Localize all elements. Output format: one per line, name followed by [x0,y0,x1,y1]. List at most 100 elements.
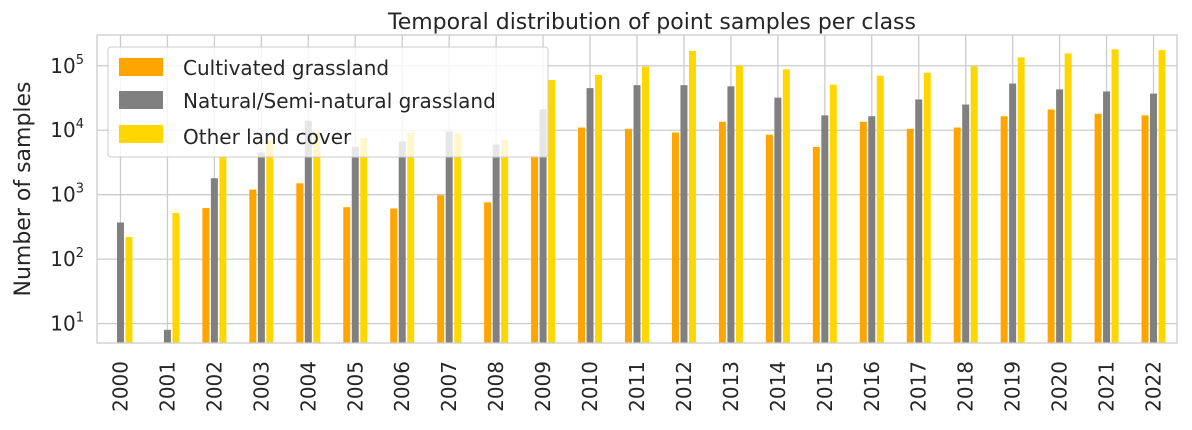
x-tick-label: 2001 [155,361,179,412]
y-tick-label: 105 [50,53,84,78]
bar [718,121,726,343]
x-tick-label: 2010 [578,361,602,412]
bar [876,75,884,343]
bar [1158,50,1166,343]
y-tick-label: 104 [50,117,84,142]
bar [1017,57,1025,344]
x-tick-label: 2008 [484,361,508,412]
bar [868,116,876,343]
bar [343,207,351,343]
bar [735,65,743,343]
legend-swatch-cultivated [119,58,163,76]
y-tick-label: 102 [50,246,84,271]
x-tick-label: 2007 [437,361,461,412]
bar [1009,83,1017,343]
legend: Cultivated grassland Natural/Semi-natura… [107,46,549,158]
x-tick-label: 2002 [202,361,226,412]
x-tick-label: 2019 [1001,361,1025,412]
x-tick-label: 2005 [343,361,367,412]
bar [492,144,500,343]
bar [642,66,649,343]
bar [210,178,218,343]
bar [586,88,594,343]
x-tick-label: 2003 [249,361,273,412]
x-tick-label: 2020 [1048,361,1072,412]
bar [313,131,321,343]
bar [1064,53,1072,343]
bar [437,195,445,343]
bar [727,86,735,343]
bar [257,152,265,343]
x-tick-label: 2017 [907,361,931,412]
bar [390,208,398,343]
x-tick-label: 2015 [813,361,837,412]
bar [1150,93,1158,343]
bars [116,49,1166,344]
x-tick-label: 2012 [672,361,696,412]
bar [125,237,133,343]
legend-box [107,46,549,158]
bar [774,97,782,343]
bar [1000,116,1008,343]
bar [625,128,632,343]
bar [202,208,210,343]
bar [398,141,406,343]
bar [296,183,304,343]
x-tick-label: 2006 [390,361,414,412]
y-tick-label: 101 [50,311,84,336]
bar [829,84,837,344]
bar [765,134,773,343]
bar [1141,115,1149,343]
bar [249,189,257,343]
bar [1111,49,1119,344]
bar [821,115,829,343]
y-axis-label: Number of samples [11,81,36,296]
x-tick-label: 2016 [860,361,884,412]
x-tick-label: 2018 [954,361,978,412]
bar [484,202,492,343]
x-tick-labels: 2000 2001 2002 2003 2004 2005 2006 2007 2008 2009… [108,361,1165,412]
x-tick-label: 2011 [625,361,649,412]
legend-swatch-other [119,125,163,143]
x-tick-label: 2014 [766,361,790,412]
bar [454,133,462,343]
y-tick-label: 103 [50,182,84,207]
x-tick-label: 2022 [1142,361,1166,412]
bar [539,109,547,343]
bar [407,133,415,343]
bar [633,85,641,343]
bar [680,85,688,343]
x-tick-label: 2009 [531,361,555,412]
bar [1047,109,1055,343]
bar [219,155,227,343]
bar [923,72,931,343]
legend-swatch-natural [119,91,163,109]
bar [1094,113,1102,343]
bar [304,120,312,343]
bar [578,127,586,343]
bar [163,329,171,343]
legend-label-other: Other land cover [183,125,352,149]
bar [953,127,961,343]
bar [1103,91,1111,343]
bar [915,99,923,343]
bar [531,155,539,343]
bar [962,104,970,343]
bar [1056,89,1064,343]
bar [671,132,679,343]
bar [266,140,274,343]
bar [688,50,696,344]
chart-title: Temporal distribution of point samples p… [387,10,916,35]
bar [351,146,359,343]
plot-frame [96,34,1178,344]
bar [859,121,867,343]
x-tick-label: 2013 [719,361,743,412]
x-tick-label: 2000 [108,361,132,412]
x-tick-label: 2004 [296,361,320,412]
bar [782,69,790,343]
bar [501,140,509,343]
bar [595,74,603,343]
bar [445,131,453,343]
bar [116,222,124,343]
